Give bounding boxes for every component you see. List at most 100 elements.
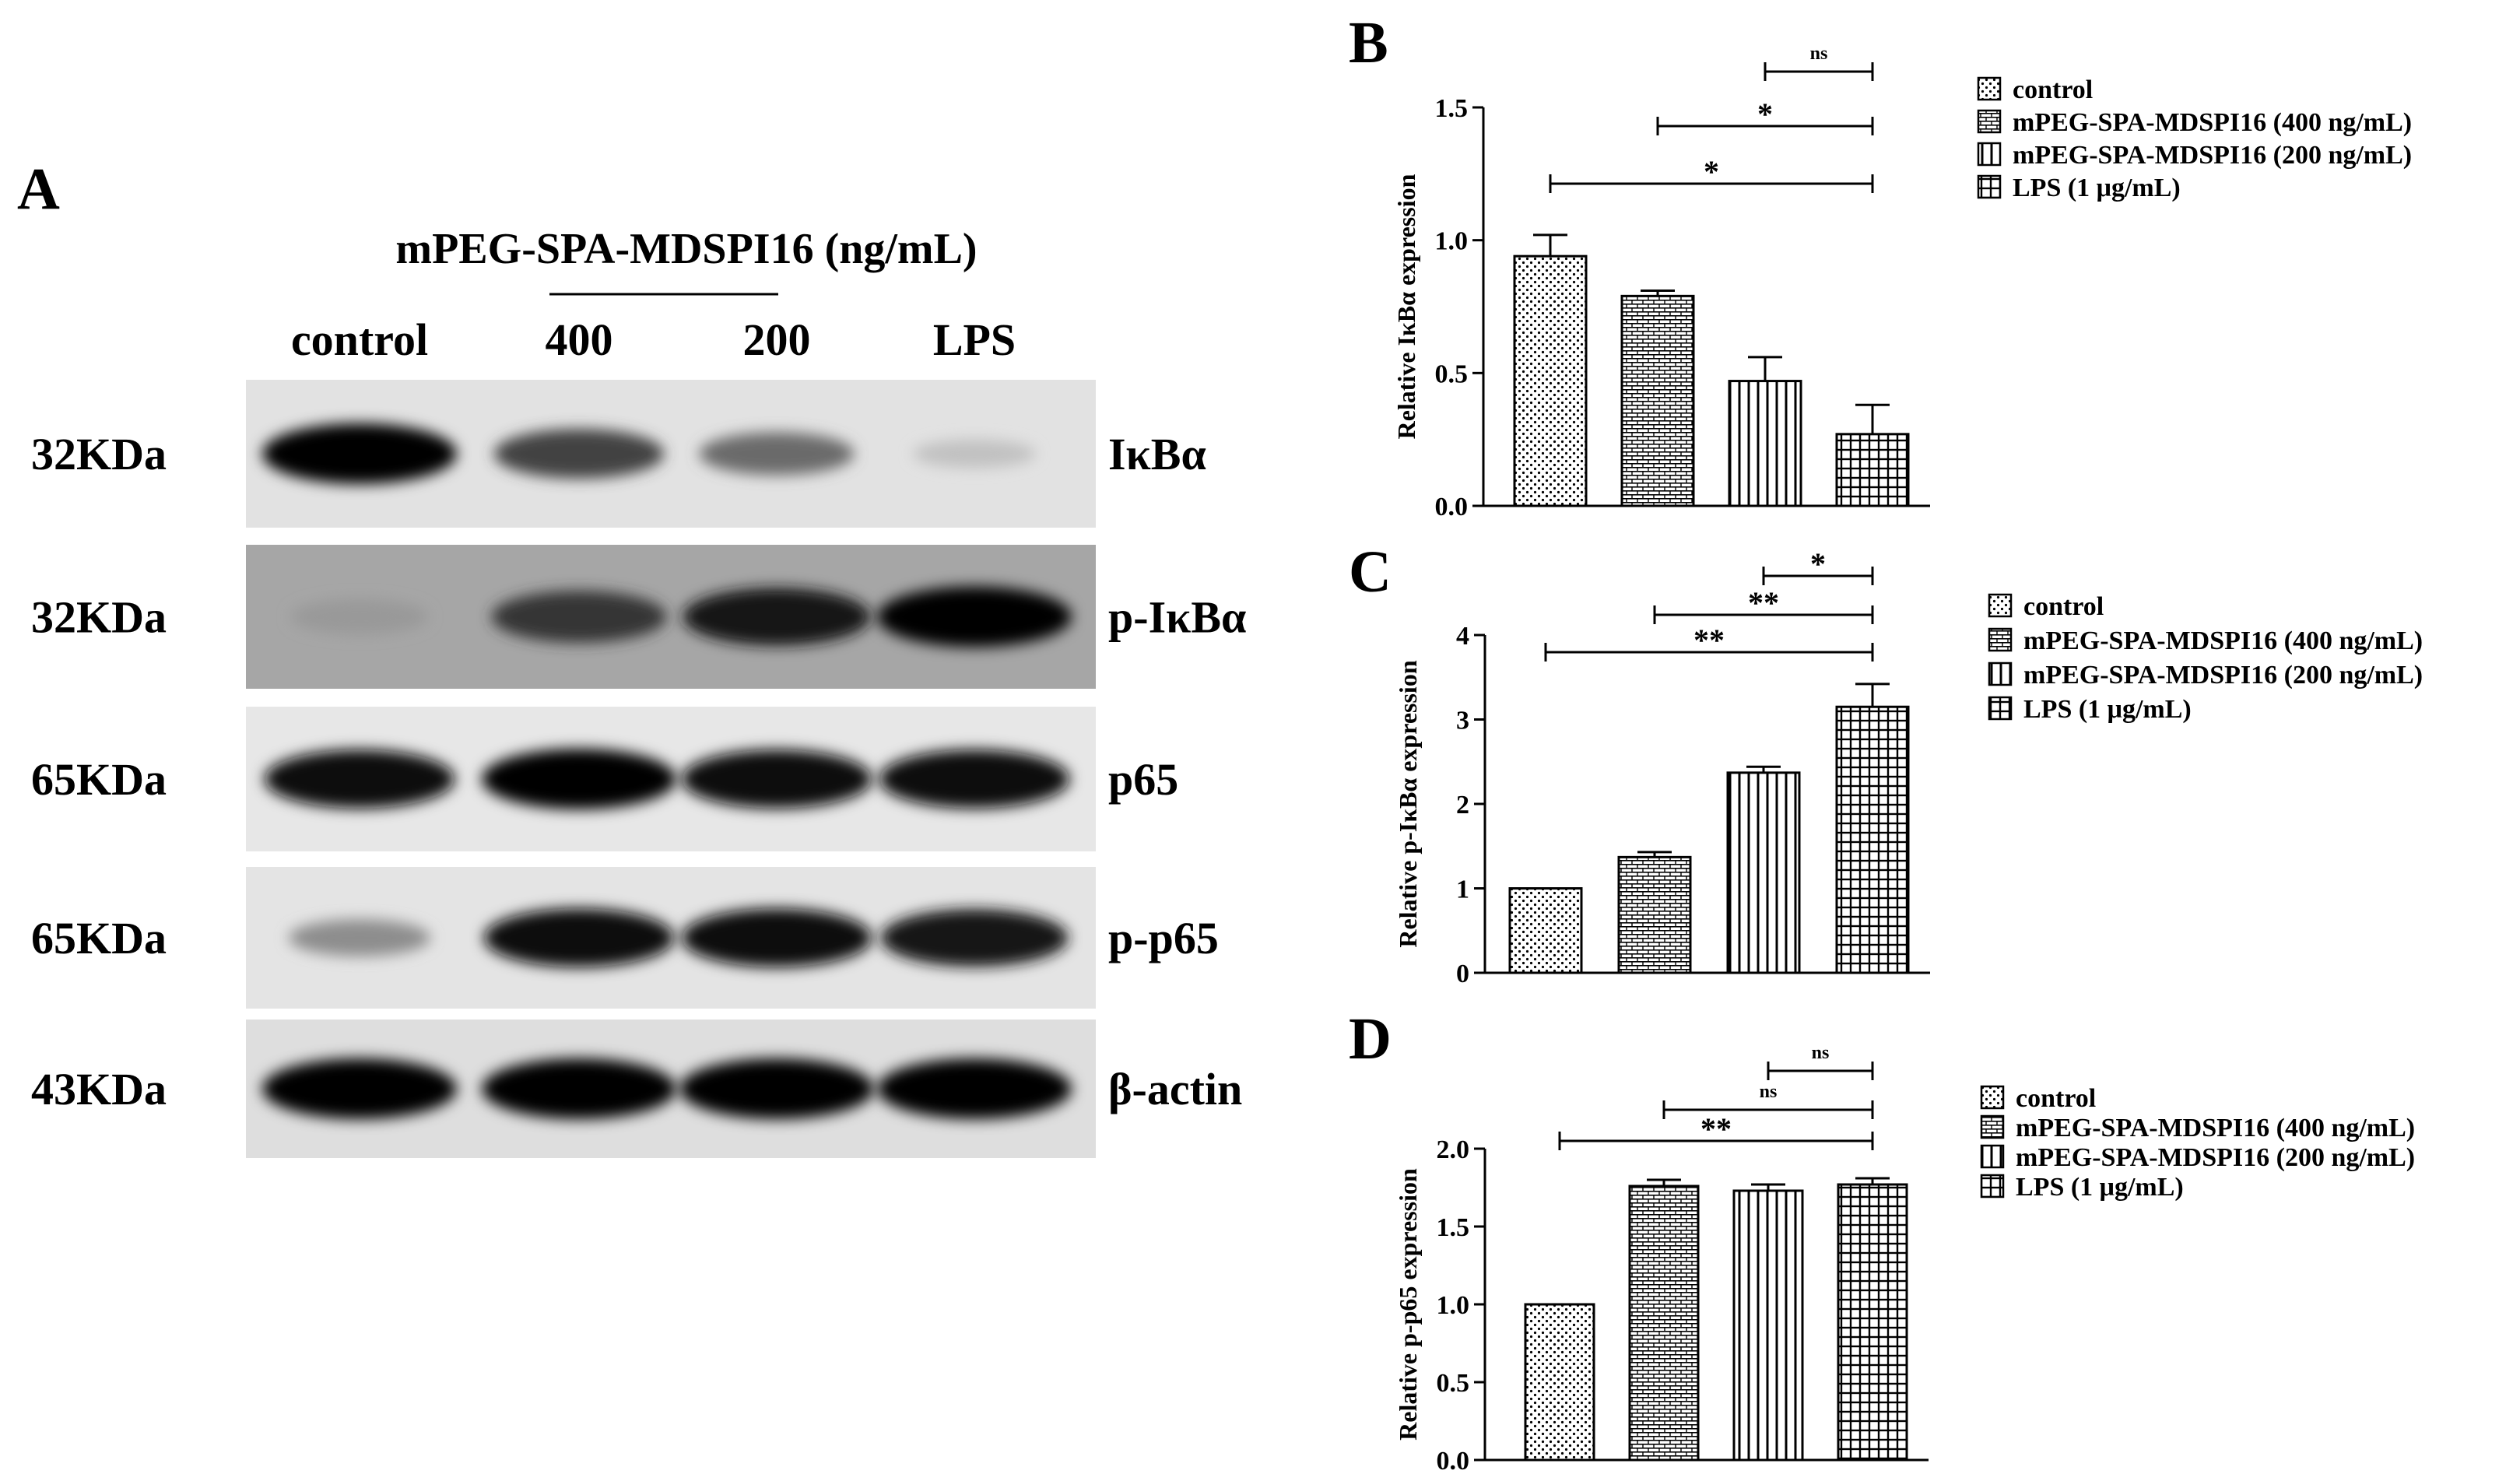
bar	[1628, 1184, 1700, 1462]
legend-entry: mPEG-SPA-MDSPI16 (200 ng/mL)	[2016, 1143, 2415, 1172]
blot-band	[288, 919, 431, 956]
legend-swatch	[1977, 142, 2002, 167]
blot-band	[482, 749, 676, 809]
legend-swatch	[1980, 1085, 2005, 1110]
blot-band	[913, 439, 1036, 469]
panel-letter: B	[1349, 10, 1388, 75]
protein-label: β-actin	[1108, 1064, 1242, 1114]
legend-entry: LPS (1 μg/mL)	[2023, 695, 2192, 724]
significance-label: ns	[1760, 1082, 1778, 1102]
chart-panel-b: B 0.0 0.5 1.0 1.5 Relative IκBα expression ns *…	[1349, 10, 2412, 521]
blot-row: 32KDa IκBα	[31, 380, 1206, 528]
y-tick-label: 1.5	[1435, 94, 1469, 123]
legend-entry: LPS (1 μg/mL)	[2013, 174, 2181, 202]
legend-swatch	[1977, 76, 2002, 101]
bar	[1617, 855, 1692, 974]
blot-row: 65KDa p-p65	[31, 867, 1219, 1009]
blot-band	[681, 908, 872, 967]
blot-band	[493, 429, 665, 479]
blot-band	[877, 586, 1072, 647]
blot-row: 43KDa β-actin	[31, 1020, 1242, 1158]
bar	[1508, 887, 1583, 974]
blot-band	[879, 749, 1070, 809]
bar	[1524, 1303, 1595, 1462]
lane-label: 400	[546, 314, 613, 365]
y-tick-label: 0.5	[1437, 1369, 1470, 1398]
legend-swatch	[1988, 593, 2013, 618]
y-tick-label: 1.0	[1437, 1291, 1470, 1320]
molecular-weight-label: 65KDa	[31, 913, 167, 963]
blot-band	[483, 908, 675, 967]
significance-label: ns	[1810, 44, 1828, 64]
lane-label: 200	[743, 314, 811, 365]
blot-band	[683, 588, 871, 646]
bar-charts: B 0.0 0.5 1.0 1.5 Relative IκBα expression ns *…	[1349, 10, 2423, 1476]
blot-band	[482, 1058, 676, 1119]
legend-swatch	[1988, 627, 2013, 652]
panel-letter: C	[1349, 539, 1392, 605]
y-tick-label: 0.0	[1437, 1447, 1470, 1476]
blot-band	[877, 1058, 1072, 1119]
y-tick-label: 3	[1456, 707, 1469, 735]
protein-label: p-IκBα	[1108, 592, 1246, 643]
legend-entry: control	[2016, 1084, 2096, 1113]
y-tick-label: 0.0	[1435, 493, 1469, 521]
bar	[1513, 254, 1588, 507]
molecular-weight-label: 32KDa	[31, 592, 167, 643]
y-tick-label: 2.0	[1437, 1135, 1470, 1164]
significance-label: **	[1748, 585, 1779, 620]
significance-label: *	[1704, 154, 1719, 189]
bar	[1726, 771, 1801, 974]
bar	[1732, 1189, 1804, 1462]
y-tick-label: 1.0	[1435, 227, 1469, 256]
treatment-title: mPEG-SPA-MDSPI16 (ng/mL)	[395, 225, 977, 273]
y-tick-label: 4	[1456, 622, 1469, 651]
legend-entry: mPEG-SPA-MDSPI16 (400 ng/mL)	[2016, 1114, 2415, 1142]
legend-entry: mPEG-SPA-MDSPI16 (400 ng/mL)	[2013, 108, 2412, 137]
bar	[1728, 380, 1802, 507]
significance-label: ns	[1812, 1043, 1830, 1063]
significance-label: **	[1700, 1111, 1732, 1146]
lane-labels: control 400 200 LPS	[291, 314, 1016, 365]
lane-label: control	[291, 314, 428, 365]
bar	[1835, 433, 1910, 507]
legend-entry: mPEG-SPA-MDSPI16 (400 ng/mL)	[2023, 626, 2423, 655]
y-axis-label: Relative p-IκBα expression	[1394, 660, 1422, 947]
significance-label: *	[1757, 97, 1773, 132]
legend-entry: mPEG-SPA-MDSPI16 (200 ng/mL)	[2023, 661, 2423, 690]
bar	[1620, 294, 1695, 507]
legend-swatch	[1980, 1114, 2005, 1139]
lane-label: LPS	[933, 314, 1016, 365]
blots: 32KDa IκBα 32KDa p-IκBα 65KDa p65 65KDa p-p65 43…	[31, 380, 1246, 1158]
y-axis-label: Relative p-p65 expression	[1394, 1168, 1422, 1441]
y-tick-label: 0.5	[1435, 360, 1469, 388]
significance-label: *	[1810, 546, 1826, 581]
molecular-weight-label: 43KDa	[31, 1064, 167, 1114]
protein-label: IκBα	[1108, 429, 1206, 479]
blot-band	[290, 598, 429, 635]
legend-swatch	[1977, 109, 2002, 134]
legend-swatch	[1977, 174, 2002, 199]
legend-swatch	[1988, 696, 2013, 721]
chart-panel-d: D 0.0 0.5 1.0 1.5 2.0 Relative p-p65 expressio…	[1349, 1006, 2415, 1476]
panel-a-letter: A	[17, 156, 60, 222]
y-tick-label: 1	[1456, 876, 1469, 904]
legend-entry: LPS (1 μg/mL)	[2016, 1173, 2184, 1202]
legend-swatch	[1980, 1174, 2005, 1198]
y-tick-label: 1.5	[1437, 1213, 1470, 1242]
legend-swatch	[1988, 662, 2013, 686]
blot-band	[880, 909, 1069, 967]
legend-entry: control	[2013, 75, 2093, 104]
significance-label: **	[1693, 623, 1725, 658]
y-axis-label: Relative IκBα expression	[1392, 174, 1420, 439]
blot-row: 32KDa p-IκBα	[31, 545, 1246, 689]
blot-band	[699, 432, 855, 476]
blot-row: 65KDa p65	[31, 707, 1178, 851]
blot-band	[262, 423, 457, 484]
panel-letter: D	[1349, 1006, 1392, 1072]
legend-entry: mPEG-SPA-MDSPI16 (200 ng/mL)	[2013, 141, 2412, 170]
molecular-weight-label: 65KDa	[31, 754, 167, 805]
blot-band	[679, 1058, 874, 1119]
